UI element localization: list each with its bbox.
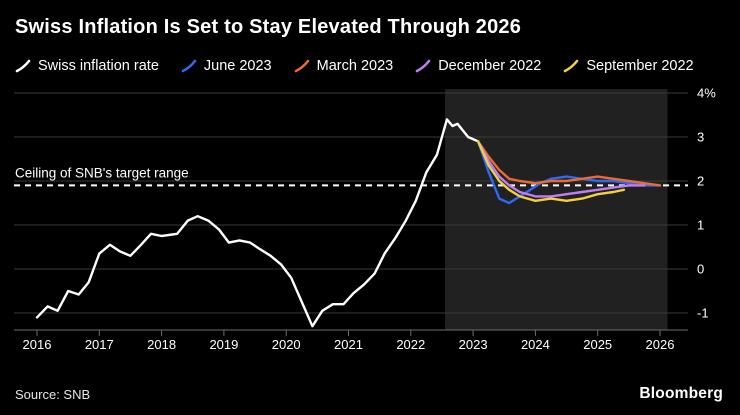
legend-item-swiss-inflation: Swiss inflation rate	[15, 58, 159, 74]
series-line-june-2023	[476, 140, 662, 205]
y-axis-tick-label: 1	[697, 218, 704, 233]
legend-label: December 2022	[438, 58, 542, 74]
legend-item-december-2022: December 2022	[415, 58, 541, 74]
series-line-september-2022	[476, 140, 626, 203]
y-axis-tick-label: 3	[697, 130, 704, 145]
legend-item-march-2023: March 2023	[294, 58, 394, 74]
bloomberg-logo: Bloomberg	[639, 385, 723, 402]
series-line-swiss-inflation-rate	[35, 118, 480, 328]
source-note: Source: SNB	[15, 387, 91, 402]
legend-label: March 2023	[316, 58, 394, 74]
x-axis-tick-label: 2026	[646, 337, 675, 352]
y-axis-tick-label: 0	[697, 262, 704, 277]
y-axis-tick-label: -1	[697, 306, 709, 321]
x-axis-tick-label: 2016	[23, 337, 52, 352]
legend-label: June 2023	[203, 58, 272, 74]
legend-item-june-2023: June 2023	[181, 58, 272, 74]
legend-swoosh-icon	[564, 59, 579, 72]
x-axis-tick-label: 2017	[85, 337, 114, 352]
x-axis-tick-label: 2025	[583, 337, 612, 352]
series-line-march-2023	[476, 140, 662, 187]
y-axis-tick-label: 4%	[697, 86, 716, 101]
page-title: Swiss Inflation Is Set to Stay Elevated …	[15, 16, 522, 38]
legend-swoosh-icon	[415, 59, 431, 72]
x-axis-tick-label: 2022	[396, 337, 425, 352]
y-axis-tick-label: 2	[697, 174, 704, 189]
series-line-december-2022	[476, 140, 646, 198]
x-axis-tick-label: 2023	[459, 337, 488, 352]
legend-swoosh-icon	[294, 59, 309, 72]
ceiling-annotation-label: Ceiling of SNB's target range	[15, 165, 189, 180]
legend-label: September 2022	[586, 58, 694, 74]
chart-legend: Swiss inflation rate June 2023 March 202…	[15, 58, 694, 74]
x-axis-tick-label: 2019	[209, 337, 238, 352]
x-axis-tick-label: 2020	[272, 337, 301, 352]
x-axis-tick-label: 2021	[334, 337, 363, 352]
legend-label: Swiss inflation rate	[38, 58, 159, 74]
legend-swoosh-icon	[15, 59, 31, 72]
x-axis-tick-label: 2024	[521, 337, 550, 352]
legend-swoosh-icon	[181, 59, 197, 72]
legend-item-september-2022: September 2022	[563, 58, 694, 74]
x-axis-tick-label: 2018	[147, 337, 176, 352]
forecast-region	[445, 89, 668, 330]
